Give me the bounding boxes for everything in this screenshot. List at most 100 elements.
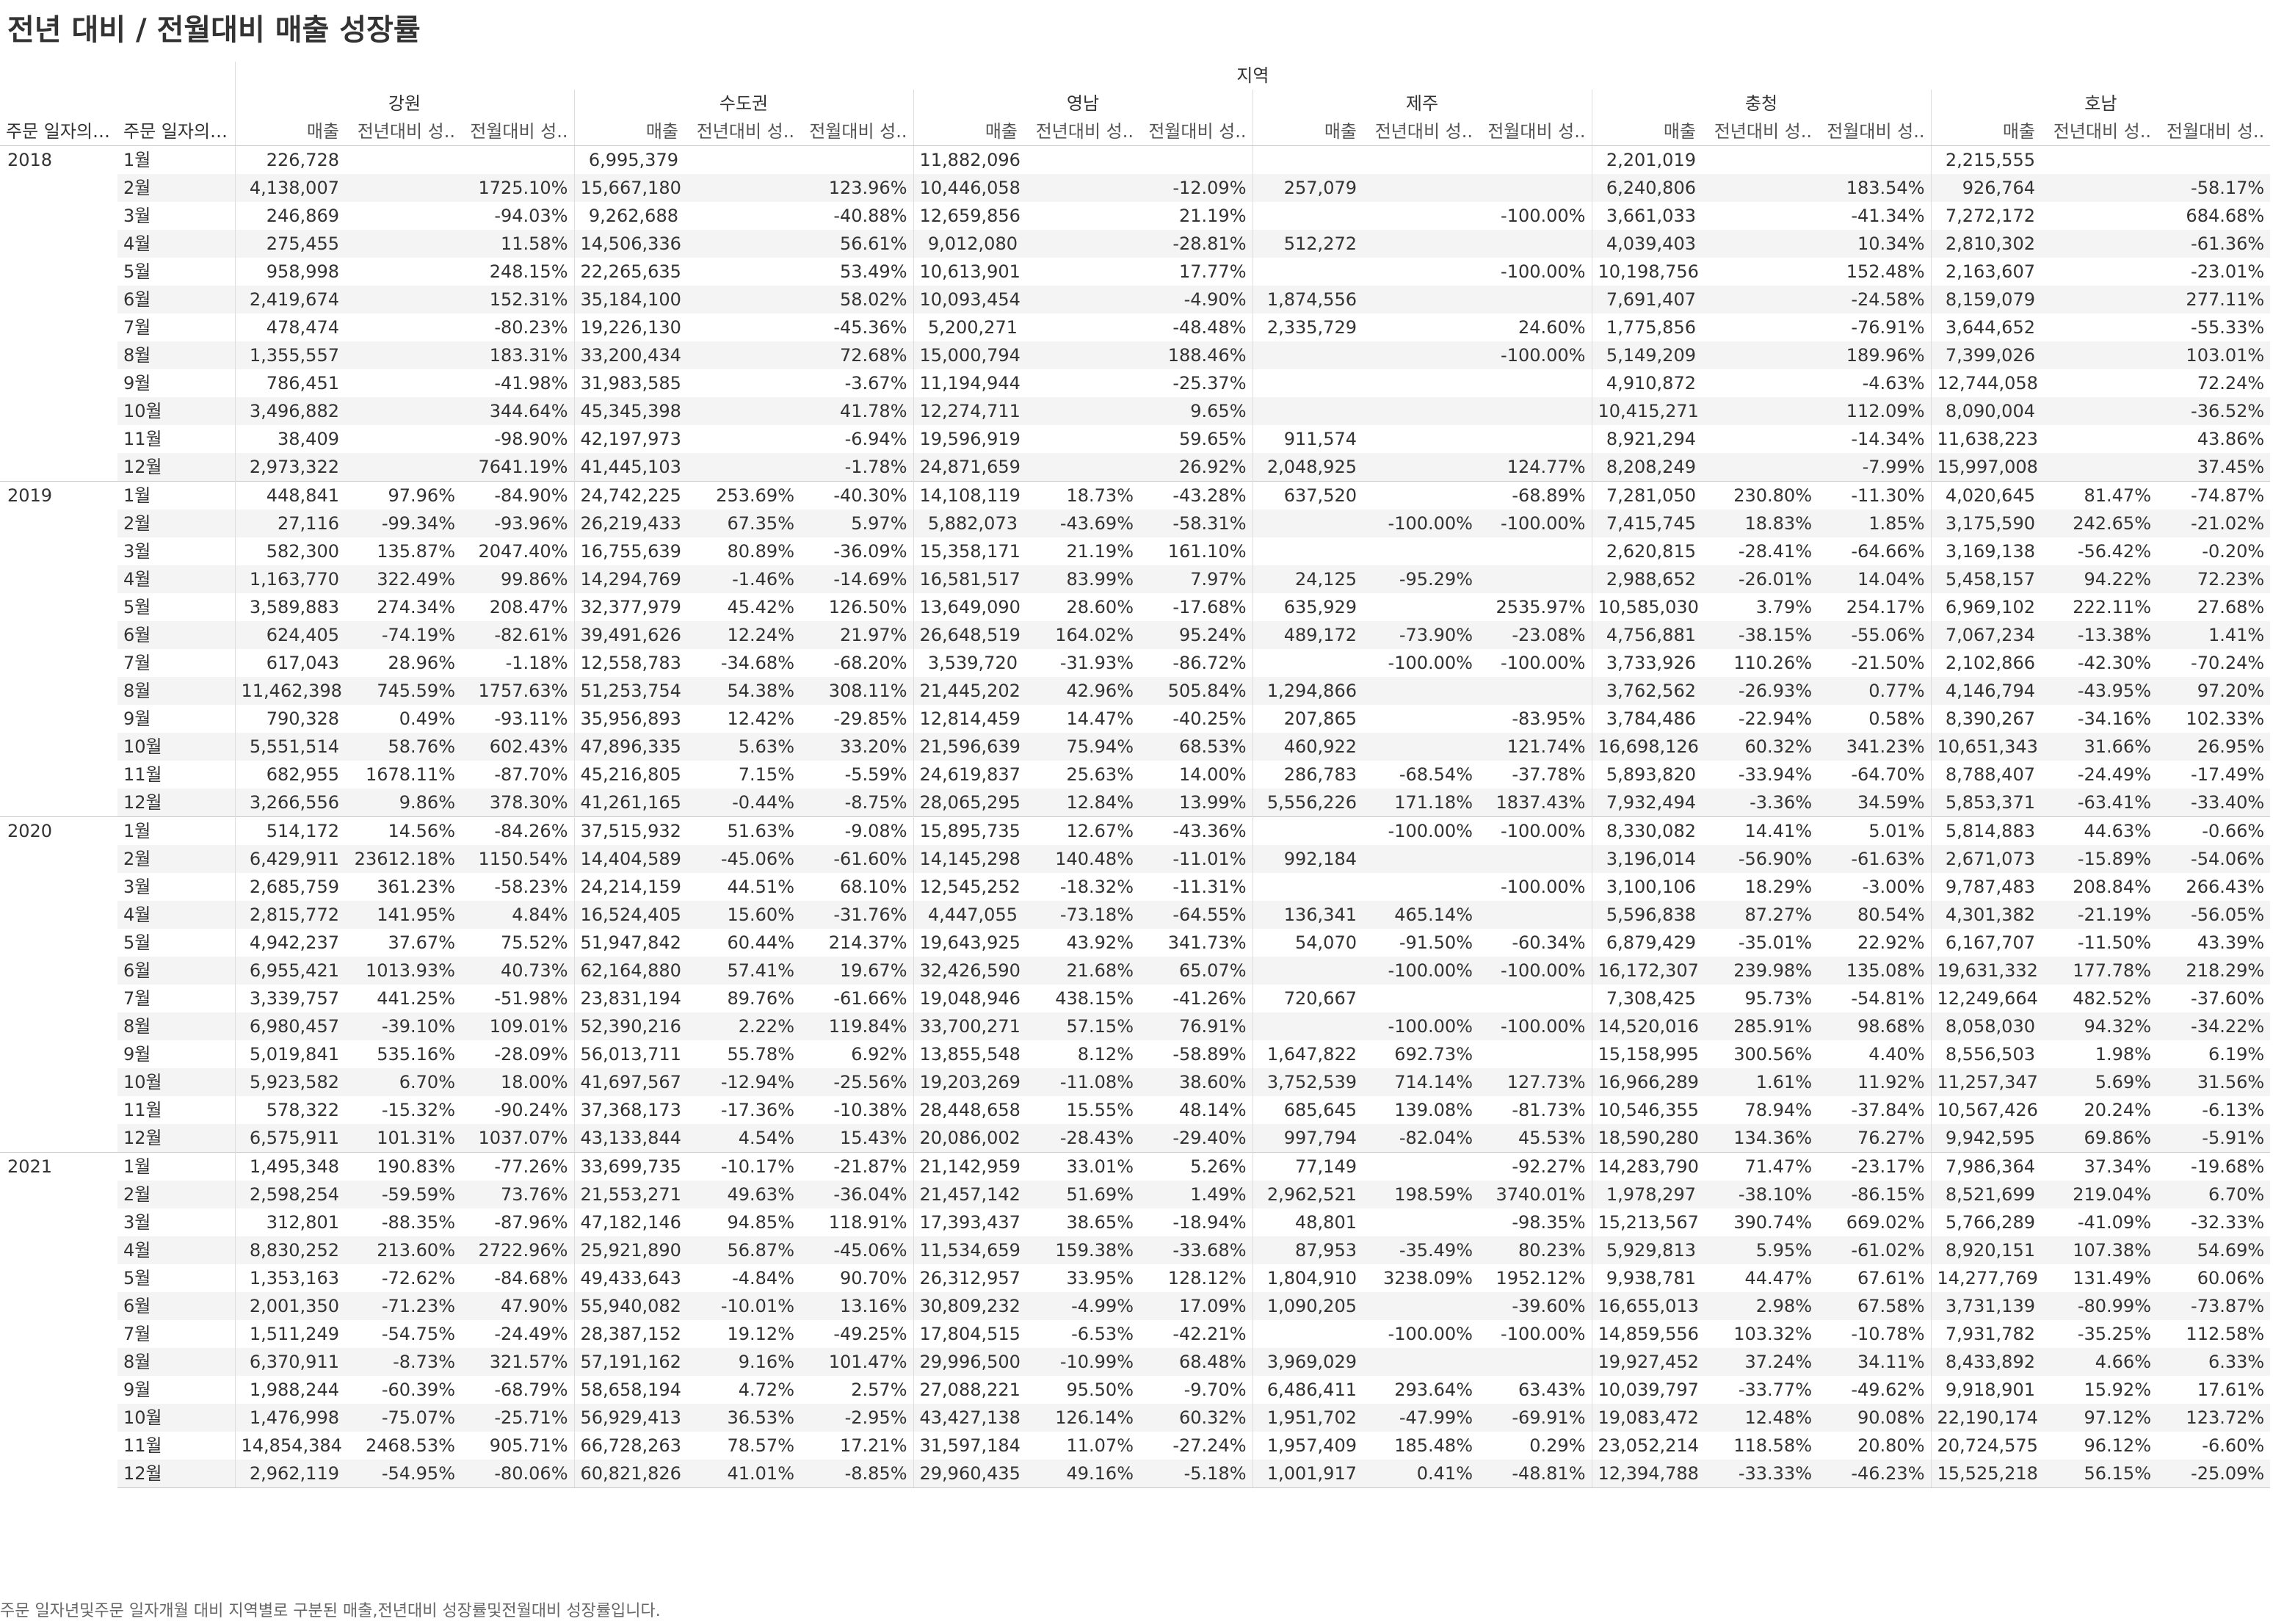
data-cell[interactable]: 14.04% [1818, 565, 1931, 593]
data-cell[interactable]: 5.69% [2041, 1068, 2157, 1096]
data-cell[interactable] [1702, 230, 1818, 258]
data-cell[interactable]: 5.95% [1702, 1236, 1818, 1264]
data-cell[interactable]: -54.95% [345, 1460, 461, 1488]
data-cell[interactable]: -1.78% [800, 453, 913, 482]
data-cell[interactable]: -80.23% [494, 317, 568, 338]
data-cell[interactable] [1252, 202, 1363, 230]
data-cell[interactable]: 14,520,016 [1591, 1012, 1702, 1040]
month-label[interactable]: 5월 [123, 597, 151, 617]
month-label[interactable]: 4월 [117, 901, 235, 929]
data-cell[interactable] [1702, 313, 1818, 341]
data-cell[interactable]: 3,733,926 [1591, 649, 1702, 677]
data-cell[interactable]: 11,882,096 [913, 145, 1023, 174]
region-header[interactable]: 강원 [234, 90, 574, 117]
row-header-month[interactable]: 주문 일자의 월 [117, 117, 235, 146]
data-cell[interactable] [1363, 425, 1479, 453]
data-cell[interactable]: 66,728,263 [573, 1432, 684, 1460]
data-cell[interactable]: 80.89% [727, 541, 794, 562]
data-cell[interactable]: -21.02% [2157, 510, 2271, 537]
data-cell[interactable] [1252, 1320, 1363, 1348]
data-cell[interactable]: 183.31% [461, 341, 574, 369]
data-cell[interactable]: 37,515,932 [573, 816, 684, 845]
data-cell[interactable]: 56.15% [2041, 1460, 2157, 1488]
data-cell[interactable]: 14.00% [1178, 764, 1247, 785]
data-cell[interactable]: -100.00% [1479, 510, 1592, 537]
data-cell[interactable]: 300.56% [1733, 1044, 1812, 1065]
data-cell[interactable]: 18.83% [1702, 510, 1818, 537]
data-cell[interactable]: -3.67% [844, 373, 907, 394]
data-cell[interactable]: 38.65% [1066, 1212, 1134, 1233]
data-cell[interactable]: -41.34% [1851, 206, 1925, 226]
month-label[interactable]: 7월 [123, 317, 151, 338]
year-label[interactable]: 2018 [7, 150, 53, 170]
data-cell[interactable]: -21.19% [2041, 901, 2157, 929]
data-cell[interactable]: 123.72% [2157, 1404, 2271, 1432]
data-cell[interactable]: 19,226,130 [573, 313, 684, 341]
data-cell[interactable]: 26,219,433 [573, 510, 684, 537]
data-cell[interactable]: 9.65% [1139, 397, 1252, 425]
month-label[interactable]: 2월 [117, 510, 235, 537]
month-label[interactable]: 10월 [117, 397, 235, 425]
data-cell[interactable]: 34.11% [1818, 1348, 1931, 1376]
data-cell[interactable]: 11.92% [1818, 1068, 1931, 1096]
data-cell[interactable]: -100.00% [1388, 1324, 1473, 1344]
data-cell[interactable]: 42.96% [1023, 677, 1139, 705]
month-label[interactable]: 7월 [123, 988, 151, 1009]
data-cell[interactable]: 12,274,711 [913, 397, 1023, 425]
data-cell[interactable]: 21,553,271 [573, 1181, 684, 1208]
data-cell[interactable]: 55.78% [727, 1044, 794, 1065]
data-cell[interactable]: 72.68% [800, 341, 913, 369]
data-cell[interactable]: 5.63% [684, 733, 800, 761]
data-cell[interactable]: 8,159,079 [1930, 286, 2041, 313]
data-cell[interactable]: 11,534,659 [913, 1236, 1023, 1264]
data-cell[interactable]: -4.99% [1023, 1292, 1139, 1320]
data-cell[interactable]: -33.94% [1738, 764, 1812, 785]
data-cell[interactable]: 7.97% [1139, 565, 1252, 593]
data-cell[interactable]: 28.60% [1066, 597, 1134, 617]
data-cell[interactable]: 17,393,437 [913, 1208, 1023, 1236]
data-cell[interactable]: -1.46% [684, 565, 800, 593]
data-cell[interactable] [1023, 453, 1139, 482]
data-cell[interactable]: -14.69% [800, 565, 913, 593]
data-cell[interactable]: -0.20% [2202, 541, 2265, 562]
measure-header[interactable]: 전월대비 성.. [2157, 117, 2271, 146]
data-cell[interactable]: 27.68% [2197, 597, 2265, 617]
data-cell[interactable]: 9.16% [684, 1348, 800, 1376]
data-cell[interactable]: 77,149 [1252, 1152, 1363, 1181]
data-cell[interactable]: -45.36% [833, 317, 907, 338]
data-cell[interactable]: 602.43% [461, 733, 574, 761]
data-cell[interactable]: -87.96% [494, 1212, 568, 1233]
data-cell[interactable]: 20,086,002 [913, 1124, 1023, 1153]
data-cell[interactable]: 43.86% [2197, 429, 2265, 449]
data-cell[interactable]: 15.60% [684, 901, 800, 929]
data-cell[interactable]: 635,929 [1252, 593, 1363, 621]
data-cell[interactable]: -93.11% [494, 708, 568, 729]
data-cell[interactable]: 905.71% [489, 1435, 568, 1456]
data-cell[interactable]: -10.01% [684, 1292, 800, 1320]
data-cell[interactable]: -4.63% [1862, 373, 1925, 394]
data-cell[interactable]: 3,175,590 [1930, 510, 2041, 537]
data-cell[interactable] [1252, 145, 1363, 174]
data-cell[interactable]: 720,667 [1252, 985, 1363, 1012]
data-cell[interactable]: 692.73% [1394, 1044, 1473, 1065]
data-cell[interactable]: 4.54% [684, 1124, 800, 1153]
data-cell[interactable]: 164.02% [1023, 621, 1139, 649]
month-label[interactable]: 12월 [117, 453, 235, 482]
data-cell[interactable]: 578,322 [234, 1096, 345, 1124]
data-cell[interactable]: 10,546,355 [1591, 1096, 1702, 1124]
data-cell[interactable]: -100.00% [1479, 816, 1592, 845]
data-cell[interactable]: 285.91% [1702, 1012, 1818, 1040]
data-cell[interactable]: 10,415,271 [1591, 397, 1702, 425]
data-cell[interactable]: -68.79% [494, 1380, 568, 1400]
data-cell[interactable] [1252, 258, 1363, 286]
data-cell[interactable]: 16,524,405 [573, 901, 684, 929]
data-cell[interactable]: -49.62% [1851, 1380, 1925, 1400]
data-cell[interactable]: 6,995,379 [573, 145, 684, 174]
data-cell[interactable]: -47.99% [1363, 1404, 1479, 1432]
data-cell[interactable]: 35,956,893 [573, 705, 684, 733]
data-cell[interactable]: -80.06% [461, 1460, 574, 1488]
data-cell[interactable]: -59.59% [345, 1181, 461, 1208]
data-cell[interactable]: -34.16% [2077, 708, 2151, 729]
data-cell[interactable]: -61.60% [800, 845, 913, 873]
data-cell[interactable]: 997,794 [1252, 1124, 1363, 1153]
